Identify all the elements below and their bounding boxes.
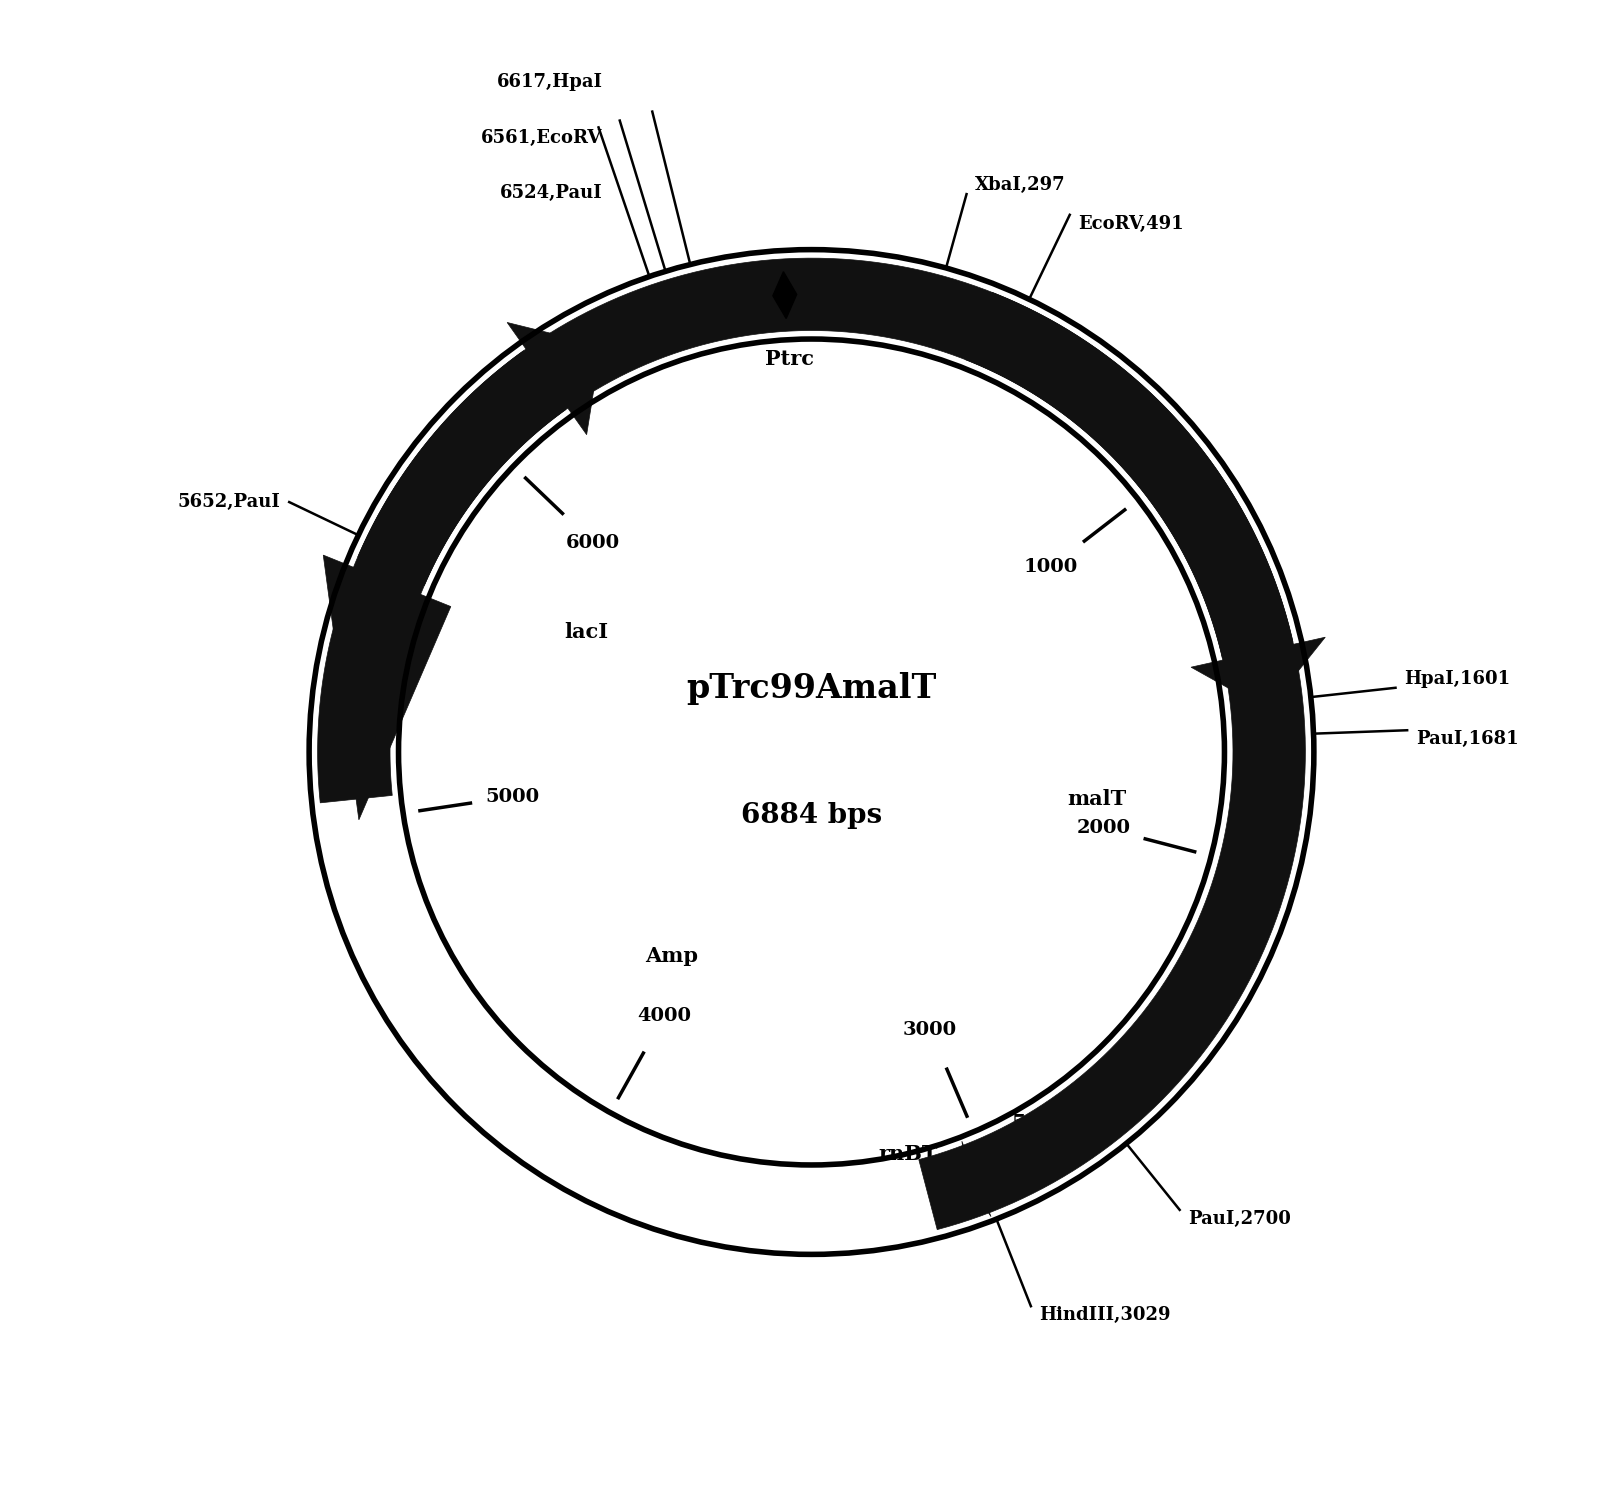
Text: 6524,PauI: 6524,PauI xyxy=(500,183,602,202)
Text: 4000: 4000 xyxy=(638,1006,691,1024)
Text: 6617,HpaI: 6617,HpaI xyxy=(497,74,602,92)
Polygon shape xyxy=(357,259,1305,1230)
Text: lacI: lacI xyxy=(565,621,609,642)
Text: 3000: 3000 xyxy=(902,1021,958,1039)
Polygon shape xyxy=(966,292,1294,657)
Polygon shape xyxy=(506,322,601,435)
Text: EcoRV,491: EcoRV,491 xyxy=(1078,215,1183,233)
Text: 6884 bps: 6884 bps xyxy=(742,802,881,829)
Text: pTrc99AmalT: pTrc99AmalT xyxy=(687,672,936,705)
Polygon shape xyxy=(1191,638,1326,710)
Text: 5000: 5000 xyxy=(485,788,539,806)
Text: HpaI,1601: HpaI,1601 xyxy=(1404,669,1509,687)
Text: 5652,PauI: 5652,PauI xyxy=(179,493,281,511)
Text: 2000: 2000 xyxy=(1078,820,1131,838)
Polygon shape xyxy=(773,272,797,319)
Text: XbaI,297: XbaI,297 xyxy=(975,176,1066,194)
Polygon shape xyxy=(323,555,451,820)
Polygon shape xyxy=(962,1142,992,1217)
Polygon shape xyxy=(969,1131,1050,1199)
Text: malT: malT xyxy=(1068,790,1126,809)
Polygon shape xyxy=(318,350,566,803)
Text: PauI,2700: PauI,2700 xyxy=(1188,1209,1290,1227)
Text: 1000: 1000 xyxy=(1024,558,1078,576)
Text: HindIII,3029: HindIII,3029 xyxy=(1039,1305,1170,1324)
Text: Ptrc: Ptrc xyxy=(764,349,813,370)
Text: rnBT: rnBT xyxy=(878,1145,938,1164)
Text: PauI,1681: PauI,1681 xyxy=(1415,731,1518,749)
Text: Amp: Amp xyxy=(646,946,698,966)
Text: 6561,EcoRV: 6561,EcoRV xyxy=(480,129,602,147)
Text: 5S: 5S xyxy=(1011,1113,1040,1133)
Text: 6000: 6000 xyxy=(566,534,620,552)
